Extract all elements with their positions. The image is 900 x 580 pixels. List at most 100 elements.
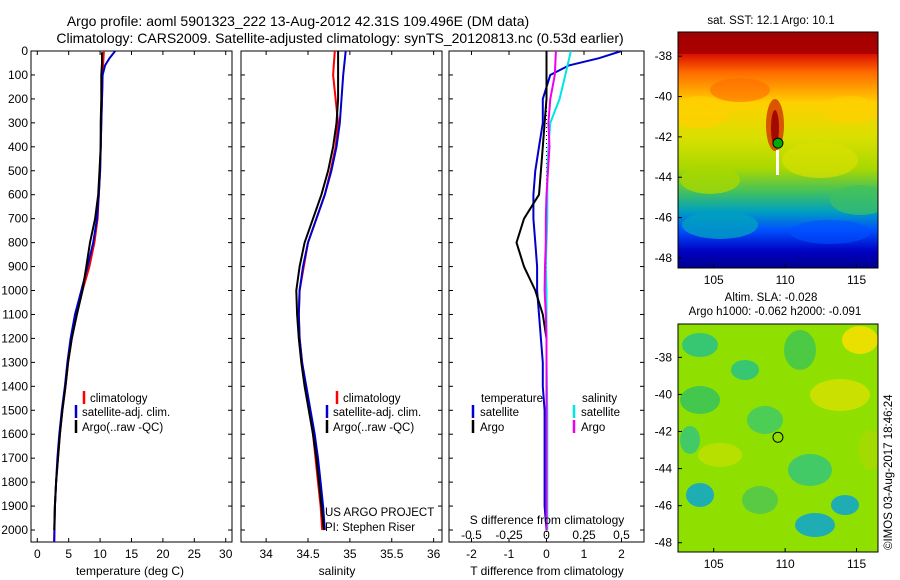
legend-satellite-label: satellite-adj. clim. xyxy=(82,407,170,419)
series-line-argo-raw-qc- xyxy=(295,51,340,531)
depth-tick-label: 1900 xyxy=(1,499,28,513)
x-tick-label: -2 xyxy=(466,547,477,561)
argo-float-marker xyxy=(772,137,784,149)
map-y-tick-label: -42 xyxy=(655,425,673,439)
map-y-tick-label: -46 xyxy=(655,211,673,225)
temperature-x-axis: 0 5 10 15 20 25 30 xyxy=(31,50,233,561)
s-tick-label: 0.25 xyxy=(572,528,596,542)
series-line-satellite-adj-clim- xyxy=(297,51,347,531)
difference-s-axis: -0.5 -0.25 0 0.25 0.5 xyxy=(461,528,630,542)
sla-map-image xyxy=(678,324,878,552)
map-x-tick-label: 110 xyxy=(776,273,795,287)
sst-map-axes: 105 110 115 -38 -40 -42 -44 -46 -48 xyxy=(655,49,867,287)
depth-tick-label: 1700 xyxy=(1,451,28,465)
salinity-x-axis: 34 34.5 35 35.5 36 xyxy=(241,50,442,561)
x-tick-label: 1 xyxy=(581,547,588,561)
x-tick-label: 10 xyxy=(93,547,107,561)
map-y-tick-label: -40 xyxy=(655,90,673,104)
imos-timestamp: ©IMOS 03-Aug-2017 18:46:24 xyxy=(883,394,895,550)
project-name: US ARGO PROJECT xyxy=(325,507,434,519)
map-y-tick-label: -38 xyxy=(655,350,673,364)
legend-argo-label: Argo(..raw -QC) xyxy=(82,422,163,434)
map-y-tick-label: -40 xyxy=(655,387,673,401)
depth-tick-label: 400 xyxy=(8,140,28,154)
legend-salinity-title: salinity xyxy=(582,393,617,405)
depth-tick-label: 1600 xyxy=(1,427,28,441)
map-y-tick-label: -38 xyxy=(655,49,673,63)
salinity-axis-label: salinity xyxy=(319,564,356,578)
depth-tick-label: 500 xyxy=(8,164,28,178)
argo-float-marker xyxy=(772,431,784,443)
depth-tick-label: 1300 xyxy=(1,355,28,369)
x-tick-label: 0 xyxy=(543,547,550,561)
map-y-tick-label: -42 xyxy=(655,130,673,144)
map-x-tick-label: 105 xyxy=(704,557,724,571)
x-tick-label: 34.5 xyxy=(296,547,320,561)
depth-tick-label: 800 xyxy=(8,236,28,250)
depth-axis: 0 100 200 300 400 500 600 700 800 900 1000 1100 1200… xyxy=(1,44,28,537)
legend-climatology-label: climatology xyxy=(90,393,148,405)
s-tick-label: 0 xyxy=(543,528,550,542)
t-difference-axis-label: T difference from climatology xyxy=(470,564,624,578)
s-difference-axis-label: S difference from climatology xyxy=(470,513,625,527)
sla-map-subtitle: Argo h1000: -0.062 h2000: -0.091 xyxy=(689,306,862,318)
x-tick-label: 35 xyxy=(343,547,357,561)
x-tick-label: 34 xyxy=(259,547,273,561)
title-line-1: Argo profile: aoml 5901323_222 13-Aug-20… xyxy=(67,13,529,29)
temperature-axis-label: temperature (deg C) xyxy=(76,564,184,578)
sst-map-frame xyxy=(677,31,879,269)
map-y-tick-label: -48 xyxy=(655,251,673,265)
temperature-plot-area xyxy=(30,50,233,543)
map-y-tick-label: -44 xyxy=(655,170,673,184)
salinity-plot-area xyxy=(240,50,443,543)
difference-x-axis: -2 -1 0 1 2 xyxy=(449,50,644,561)
salinity-legend: climatology satellite-adj. clim. Argo(..… xyxy=(325,391,421,434)
depth-tick-label: 100 xyxy=(8,68,28,82)
s-tick-label: -0.5 xyxy=(461,528,482,542)
x-tick-label: 36 xyxy=(427,547,441,561)
depth-tick-label: 700 xyxy=(8,212,28,226)
legend-satellite-label: satellite-adj. clim. xyxy=(333,407,421,419)
depth-tick-label: 1200 xyxy=(1,331,28,345)
depth-tick-label: 1800 xyxy=(1,475,28,489)
sla-map-title: Altim. SLA: -0.028 xyxy=(725,292,818,304)
depth-tick-label: 1000 xyxy=(1,284,28,298)
temperature-series-group xyxy=(53,51,116,542)
sla-map-axes: 105 110 115 -38 -40 -42 -44 -46 -48 xyxy=(655,350,867,571)
x-tick-label: 2 xyxy=(618,547,625,561)
x-tick-label: 25 xyxy=(188,547,202,561)
depth-tick-label: 1500 xyxy=(1,403,28,417)
s-tick-label: -0.25 xyxy=(495,528,523,542)
legend-temperature-title: temperature xyxy=(481,393,543,405)
series-line-salinity-argo xyxy=(543,51,557,530)
x-tick-label: 20 xyxy=(156,547,170,561)
difference-series-group xyxy=(515,51,622,542)
legend-t-argo-label: Argo xyxy=(480,422,504,434)
sla-map-frame xyxy=(677,323,879,553)
legend-climatology-label: climatology xyxy=(343,393,401,405)
series-line-temperature-satellite xyxy=(532,51,622,531)
depth-tick-label: 2000 xyxy=(1,523,28,537)
legend-t-satellite-label: satellite xyxy=(480,407,519,419)
x-tick-label: 35.5 xyxy=(380,547,404,561)
legend-s-satellite-label: satellite xyxy=(581,407,620,419)
title-line-2: Climatology: CARS2009. Satellite-adjuste… xyxy=(56,30,623,46)
depth-tick-label: 0 xyxy=(21,44,28,58)
x-tick-label: 5 xyxy=(65,547,72,561)
map-y-tick-label: -44 xyxy=(655,462,673,476)
x-tick-label: 0 xyxy=(34,547,41,561)
sst-map-image xyxy=(678,32,878,268)
depth-tick-label: 600 xyxy=(8,188,28,202)
map-y-tick-label: -48 xyxy=(655,536,673,550)
legend-s-argo-label: Argo xyxy=(581,422,605,434)
sst-map-title: sat. SST: 12.1 Argo: 10.1 xyxy=(707,15,834,27)
principal-investigator: PI: Stephen Riser xyxy=(325,522,415,534)
depth-tick-label: 1100 xyxy=(2,307,28,321)
depth-tick-label: 900 xyxy=(8,260,28,274)
difference-legend: temperature salinity satellite Argo sate… xyxy=(471,393,620,434)
map-x-tick-label: 105 xyxy=(704,273,724,287)
depth-tick-label: 200 xyxy=(8,92,28,106)
map-x-tick-label: 115 xyxy=(847,557,866,571)
s-tick-label: 0.5 xyxy=(613,528,630,542)
